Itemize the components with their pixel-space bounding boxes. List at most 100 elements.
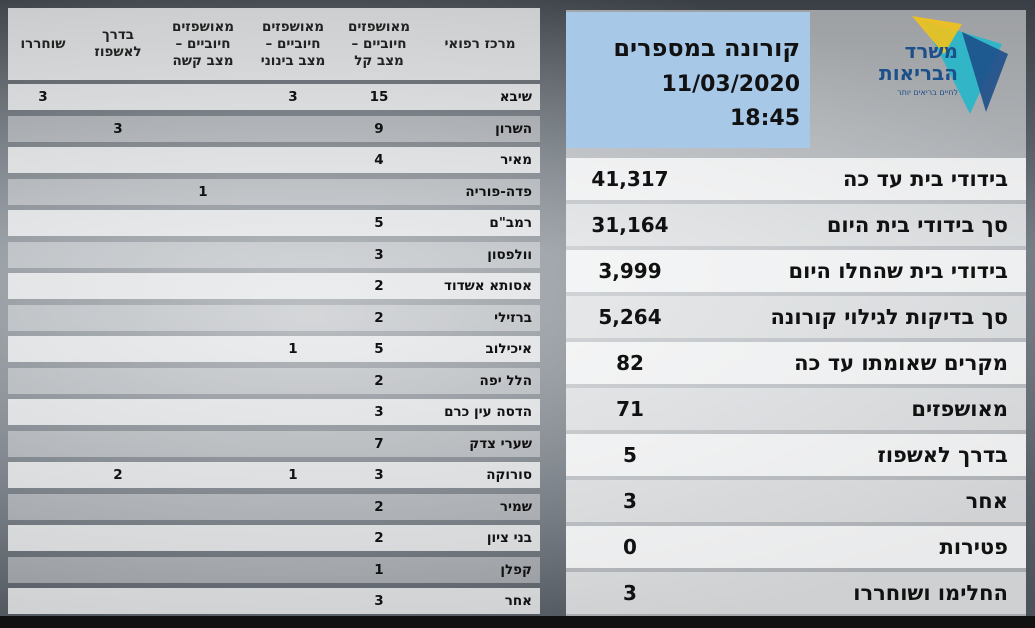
cell-severe bbox=[158, 116, 248, 142]
cell-moderate bbox=[248, 179, 338, 205]
stat-label: בידודי בית עד כה bbox=[843, 167, 1008, 191]
cell-mild: 3 bbox=[374, 246, 384, 263]
cell-released bbox=[8, 336, 78, 362]
table-row: רמב"ם 5 bbox=[8, 210, 540, 236]
cell-en-route bbox=[78, 588, 158, 614]
table-row: ברזילי 2 bbox=[8, 304, 540, 331]
logo-line2: הבריאות bbox=[879, 61, 958, 85]
cell-name: סורוקה bbox=[486, 467, 532, 483]
cell-severe bbox=[158, 368, 248, 394]
cell-name: הלל יפה bbox=[479, 372, 532, 389]
cell-moderate bbox=[248, 399, 338, 425]
cell-name: מאיר bbox=[500, 152, 532, 168]
cell-mild: 3 bbox=[374, 467, 384, 483]
cell-en-route bbox=[78, 305, 158, 331]
stat-label: מאושפזים bbox=[911, 397, 1008, 421]
stat-value: 3 bbox=[623, 489, 637, 513]
cell-mild: 3 bbox=[374, 404, 384, 420]
bottom-border bbox=[0, 616, 1035, 628]
cell-name: איכילוב bbox=[485, 341, 532, 357]
stat-value: 5,264 bbox=[598, 305, 662, 329]
table-row: סורוקה 3 1 2 bbox=[8, 462, 540, 488]
cell-name: רמב"ם bbox=[489, 215, 532, 231]
cell-moderate bbox=[248, 305, 338, 331]
cell-en-route bbox=[78, 336, 158, 362]
stat-row: פטירות 0 bbox=[566, 526, 1026, 568]
stat-label: החלימו ושוחררו bbox=[853, 581, 1008, 605]
header-severe: מאושפזים חיוביים – מצב קשה bbox=[171, 18, 235, 69]
table-header: מרכז רפואי מאושפזים חיוביים – מצב קל מאו… bbox=[8, 8, 540, 80]
title-box: קורונה במספרים 11/03/2020 18:45 bbox=[566, 12, 810, 148]
cell-name: אסותא אשדוד bbox=[444, 278, 532, 294]
stat-row: סך בדיקות לגילוי קורונה 5,264 bbox=[566, 296, 1026, 338]
cell-moderate bbox=[248, 273, 338, 299]
table-row: אסותא אשדוד 2 bbox=[8, 273, 540, 299]
cell-mild: 7 bbox=[374, 435, 384, 452]
cell-mild: 2 bbox=[374, 309, 384, 326]
cell-released bbox=[8, 305, 78, 331]
cell-severe: 1 bbox=[198, 183, 208, 200]
stat-row: בדרך לאשפוז 5 bbox=[566, 434, 1026, 476]
cell-released bbox=[8, 116, 78, 142]
cell-en-route bbox=[78, 84, 158, 110]
table-row: בני ציון 2 bbox=[8, 525, 540, 551]
stat-label: אחר bbox=[965, 489, 1008, 513]
stat-label: בדרך לאשפוז bbox=[877, 443, 1008, 467]
stat-row: החלימו ושוחררו 3 bbox=[566, 572, 1026, 614]
cell-name: אחר bbox=[504, 593, 532, 609]
cell-mild bbox=[338, 179, 420, 205]
cell-released bbox=[8, 557, 78, 583]
cell-released bbox=[8, 462, 78, 488]
ministry-logo-icon bbox=[912, 16, 1008, 114]
cell-name: השרון bbox=[495, 120, 532, 137]
cell-en-route bbox=[78, 368, 158, 394]
cell-severe bbox=[158, 305, 248, 331]
table-row: שערי צדק 7 bbox=[8, 430, 540, 457]
table-row: פדה-פוריה 1 bbox=[8, 178, 540, 205]
stat-value: 31,164 bbox=[591, 213, 669, 237]
table-row: הלל יפה 2 bbox=[8, 367, 540, 394]
cell-released: 3 bbox=[38, 89, 48, 105]
cell-en-route: 2 bbox=[113, 467, 123, 483]
logo-tagline: לחיים בריאים יותר bbox=[897, 88, 958, 97]
cell-moderate bbox=[248, 210, 338, 236]
cell-en-route bbox=[78, 242, 158, 268]
cell-en-route bbox=[78, 273, 158, 299]
cell-released bbox=[8, 242, 78, 268]
cell-severe bbox=[158, 273, 248, 299]
hospital-table: מרכז רפואי מאושפזים חיוביים – מצב קל מאו… bbox=[8, 8, 540, 614]
table-row: שיבא 15 3 3 bbox=[8, 84, 540, 110]
stat-value: 3,999 bbox=[598, 259, 662, 283]
cell-released bbox=[8, 147, 78, 173]
cell-severe bbox=[158, 494, 248, 520]
table-row: אחר 3 bbox=[8, 588, 540, 614]
cell-moderate bbox=[248, 525, 338, 551]
table-row: שמיר 2 bbox=[8, 493, 540, 520]
cell-severe bbox=[158, 147, 248, 173]
cell-moderate bbox=[248, 588, 338, 614]
cell-en-route bbox=[78, 147, 158, 173]
stat-label: פטירות bbox=[939, 535, 1008, 559]
cell-mild: 4 bbox=[374, 152, 384, 168]
header-center: מרכז רפואי bbox=[444, 35, 516, 52]
stat-label: סך בדיקות לגילוי קורונה bbox=[770, 305, 1008, 329]
cell-mild: 1 bbox=[374, 561, 384, 578]
cell-mild: 2 bbox=[374, 372, 384, 389]
logo-wordmark: משרד הבריאות bbox=[858, 40, 958, 84]
stat-value: 3 bbox=[623, 581, 637, 605]
cell-moderate bbox=[248, 147, 338, 173]
stat-value: 41,317 bbox=[591, 167, 669, 191]
cell-name: ברזילי bbox=[494, 309, 532, 326]
cell-moderate bbox=[248, 494, 338, 520]
cell-name: הדסה עין כרם bbox=[444, 404, 532, 420]
cell-moderate bbox=[248, 242, 338, 268]
cell-released bbox=[8, 179, 78, 205]
stat-row: בידודי בית עד כה 41,317 bbox=[566, 158, 1026, 200]
cell-mild: 5 bbox=[374, 215, 384, 231]
table-row: קפלן 1 bbox=[8, 556, 540, 583]
stat-value: 0 bbox=[623, 535, 637, 559]
cell-severe bbox=[158, 84, 248, 110]
cell-released bbox=[8, 368, 78, 394]
cell-released bbox=[8, 210, 78, 236]
cell-mild: 3 bbox=[374, 593, 384, 609]
